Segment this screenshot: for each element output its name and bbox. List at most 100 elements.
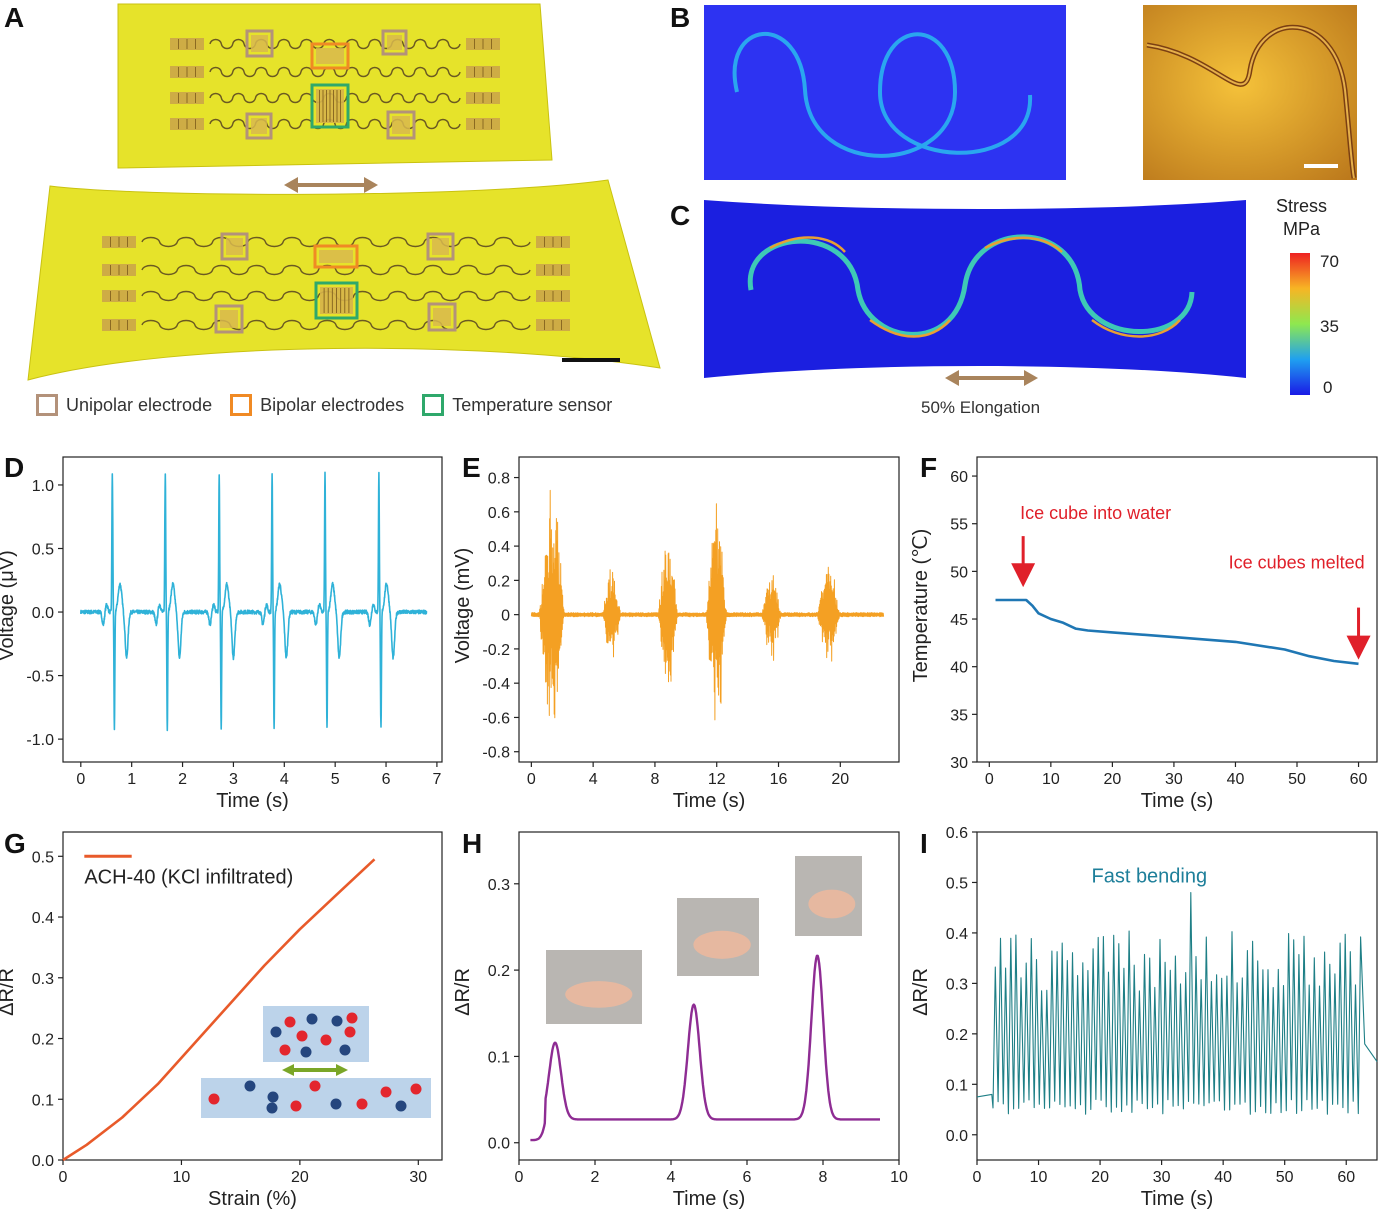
plot-frame	[62, 456, 443, 763]
x-tick-label: 16	[770, 771, 788, 788]
x-tick-label: 0	[59, 1169, 68, 1186]
y-tick-label: -1.0	[26, 732, 54, 749]
y-tick-label: 0.1	[946, 1077, 968, 1094]
legend-item-temperature: Temperature sensor	[422, 394, 612, 416]
anion	[270, 1026, 282, 1038]
unipolar-box	[426, 232, 455, 261]
plot-frame	[976, 831, 1378, 1161]
stretch-arrow-head-right	[364, 177, 378, 193]
bipolar-box-pad	[316, 48, 344, 64]
x-tick-label: 12	[708, 771, 726, 788]
y-axis-title: Voltage (mV)	[452, 548, 474, 664]
panel-label-b: B	[670, 2, 691, 33]
annotation-fast-bending: Fast bending	[1091, 865, 1207, 887]
panel-pictures	[27, 3, 1357, 395]
x-tick-label: 20	[291, 1169, 309, 1186]
anion	[244, 1080, 256, 1092]
y-axis-title: ΔR/R	[0, 968, 18, 1016]
elongation-arrow-head-right	[1024, 370, 1038, 386]
panel-label-h: H	[462, 828, 483, 859]
chart-g: 0 10 20 30 0.5 0.4 0.3 0.2 0.1 0.0 Strain (%) ΔR/R A…	[0, 831, 443, 1210]
serpentine-trace	[141, 236, 531, 248]
y-tick-label: 50	[950, 564, 968, 581]
x-axis-title: Time (s)	[673, 1188, 746, 1210]
x-tick-label: 10	[1042, 771, 1060, 788]
cation	[410, 1083, 422, 1095]
y-axis-title: ΔR/R	[452, 968, 474, 1016]
colorbar-tick-35: 35	[1320, 317, 1339, 336]
y-tick-label: 0.6	[488, 505, 510, 522]
x-tick-label: 30	[1165, 771, 1183, 788]
anion	[331, 1015, 343, 1027]
x-tick-label: 60	[1337, 1169, 1355, 1186]
plot-frame	[62, 831, 443, 1161]
fast-bending-trace	[976, 892, 1378, 1115]
x-tick-label: 4	[280, 771, 289, 788]
y-tick-label: 1.0	[32, 478, 54, 495]
y-tick-label: 0.5	[32, 542, 54, 559]
micrograph-serpentine-core	[1146, 26, 1355, 179]
serpentine-trace	[141, 264, 531, 276]
x-tick-label: 0	[973, 1169, 982, 1186]
stressed-serpentine	[747, 234, 1195, 337]
temperature-trace	[995, 598, 1359, 666]
cation	[356, 1098, 368, 1110]
bipolar-box	[313, 244, 359, 269]
y-tick-label: 0.3	[488, 877, 510, 894]
x-tick-label: 0	[527, 771, 536, 788]
cation	[279, 1044, 291, 1056]
unipolar-box	[214, 304, 244, 334]
y-tick-label: 0.3	[32, 971, 54, 988]
chart-i: 0 10 20 30 40 50 60 0.6 0.5 0.4 0.3 0.2 0.1 0.0 Time (…	[910, 825, 1378, 1210]
ecg-trace	[80, 471, 428, 732]
y-tick-label: 30	[950, 755, 968, 772]
x-tick-label: 40	[1227, 771, 1245, 788]
annotation-ice-in: Ice cube into water	[1020, 503, 1171, 523]
x-axis-title: Time (s)	[1141, 1188, 1214, 1210]
colorbar-tick-0: 0	[1323, 378, 1333, 397]
stretch-arrow-head-left	[284, 177, 298, 193]
unipolar-box	[381, 29, 408, 56]
plot-frame	[976, 456, 1378, 763]
legend-swatch-temperature	[422, 394, 445, 416]
unipolar-box	[386, 110, 416, 140]
panel-label-g: G	[4, 828, 26, 859]
bipolar-box-pad	[319, 250, 353, 263]
x-tick-label: 8	[650, 771, 659, 788]
y-tick-label: 0.2	[946, 1027, 968, 1044]
y-tick-label: 0.4	[488, 539, 510, 556]
unipolar-box	[245, 112, 273, 140]
x-tick-label: 30	[409, 1169, 427, 1186]
panel-label-i: I	[920, 828, 928, 859]
panel-label-d: D	[4, 452, 25, 483]
legend-swatch-unipolar	[36, 394, 58, 416]
x-tick-label: 7	[432, 771, 441, 788]
panel-label-e: E	[462, 452, 481, 483]
y-tick-label: -0.5	[26, 669, 54, 686]
panel-label-c: C	[670, 200, 691, 231]
bending-trace	[530, 954, 881, 1142]
plot-frame	[518, 456, 900, 763]
y-tick-label: 0.2	[488, 963, 510, 980]
x-axis-title: Time (s)	[1141, 790, 1214, 812]
x-tick-label: 10	[890, 1169, 908, 1186]
legend-item-bipolar: Bipolar electrodes	[230, 394, 404, 416]
unipolar-box-pad	[251, 35, 268, 52]
y-tick-label: -0.2	[482, 642, 510, 659]
legend-item-unipolar: Unipolar electrode	[36, 394, 212, 416]
cation	[344, 1026, 356, 1038]
x-tick-label: 10	[1030, 1169, 1048, 1186]
y-tick-label: 40	[950, 660, 968, 677]
y-tick-label: 35	[950, 707, 968, 724]
unipolar-box	[220, 232, 249, 261]
cation	[284, 1016, 296, 1028]
legend-label-ach40: ACH-40 (KCl infiltrated)	[84, 867, 293, 889]
colorbar-tick-70: 70	[1320, 252, 1339, 271]
y-tick-label: 45	[950, 612, 968, 629]
x-tick-label: 20	[1103, 771, 1121, 788]
x-tick-label: 40	[1214, 1169, 1232, 1186]
x-axis-title: Time (s)	[216, 790, 289, 812]
unipolar-box	[245, 29, 274, 58]
simulated-serpentine	[732, 32, 1033, 158]
cation	[380, 1086, 392, 1098]
